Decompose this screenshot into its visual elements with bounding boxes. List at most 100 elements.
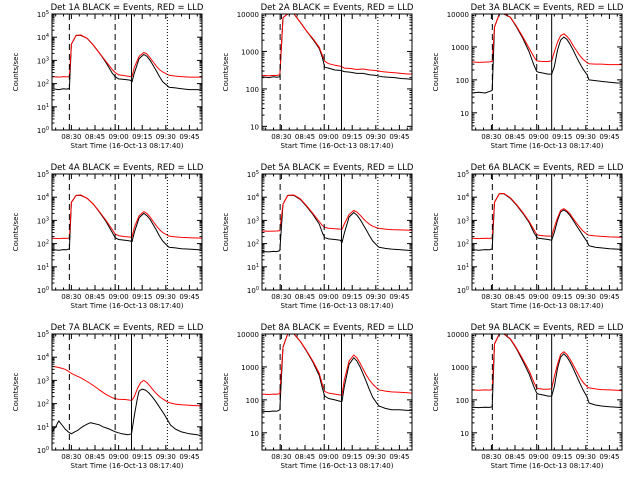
x-tick-label: 09:45 [179,133,199,141]
chart-panel-1: Det 1A BLACK = Events, RED = LLD 08:30 08:… [12,3,204,150]
series-line-events [262,334,412,413]
plot-frame [261,333,413,451]
series-line-events [52,388,202,437]
x-tick-label: 09:30 [156,453,176,461]
y-tick-label: 100 [246,86,259,94]
chart-title: Det 1A BLACK = Events, RED = LLD [51,3,204,13]
x-tick-label: 08:45 [505,293,525,301]
x-tick-label: 09:45 [599,133,619,141]
x-tick-label: 09:30 [156,133,176,141]
y-axis-title: Counts/sec [222,53,230,92]
y-tick-label: 104 [37,353,49,362]
y-tick-label: 103 [37,56,49,65]
y-tick-label: 105 [37,170,49,179]
chart-panel-3: Det 3A BLACK = Events, RED = LLD 08:30 08:… [432,3,624,150]
y-tick-label: 10 [250,430,259,438]
y-tick-label: 100 [37,286,49,295]
y-tick-label: 102 [247,240,259,249]
x-tick-label: 09:00 [109,133,129,141]
chart-panel-5: Det 5A BLACK = Events, RED = LLD 08:30 08:… [222,163,414,310]
y-tick-label: 10000 [447,331,469,339]
y-tick-label: 10 [250,123,259,131]
y-tick-label: 100 [37,126,49,135]
y-tick-label: 1000 [451,44,469,52]
x-tick-label: 09:15 [132,453,152,461]
y-tick-label: 10000 [237,11,259,19]
series-line-lld [262,14,412,77]
y-axis-title: Counts/sec [222,213,230,252]
x-tick-label: 08:30 [271,133,291,141]
series-line-lld [52,365,202,407]
y-axis-title: Counts/sec [12,373,20,412]
x-tick-label: 09:15 [552,453,572,461]
y-tick-label: 105 [37,10,49,19]
chart-title: Det 5A BLACK = Events, RED = LLD [261,163,414,173]
x-tick-label: 09:00 [109,453,129,461]
y-tick-label: 10 [460,110,469,118]
x-tick-label: 09:15 [342,453,362,461]
y-tick-label: 104 [457,193,469,202]
x-tick-label: 09:15 [342,293,362,301]
x-tick-label: 09:30 [366,133,386,141]
plot-frame [51,173,203,291]
x-tick-label: 09:00 [319,133,339,141]
x-tick-label: 08:45 [295,133,315,141]
series-line-lld [472,193,622,240]
plot-frame [471,333,623,451]
plot-frame [471,173,623,291]
x-tick-label: 09:30 [576,453,596,461]
y-tick-label: 100 [456,397,469,405]
x-tick-label: 09:30 [576,293,596,301]
y-tick-label: 104 [247,193,259,202]
x-tick-label: 09:45 [389,293,409,301]
series-line-events [52,194,202,251]
x-tick-label: 08:45 [85,293,105,301]
y-tick-label: 1000 [241,364,259,372]
x-tick-label: 08:30 [271,293,291,301]
chart-title: Det 2A BLACK = Events, RED = LLD [261,3,414,13]
series-line-events [262,14,412,80]
plot-frame [471,13,623,131]
chart-title: Det 7A BLACK = Events, RED = LLD [51,323,204,333]
y-tick-label: 103 [457,216,469,225]
chart-panel-4: Det 4A BLACK = Events, RED = LLD 08:30 08:… [12,163,204,310]
y-tick-label: 103 [37,216,49,225]
chart-panel-2: Det 2A BLACK = Events, RED = LLD 08:30 08:… [222,3,414,150]
y-axis-title: Counts/sec [222,373,230,412]
series-line-events [262,194,412,253]
x-tick-label: 09:00 [109,293,129,301]
x-axis-title: Start Time (16-Oct-13 08:17:40) [71,462,184,470]
plot-frame [261,13,413,131]
y-tick-label: 102 [37,240,49,249]
x-axis-title: Start Time (16-Oct-13 08:17:40) [71,142,184,150]
y-axis-title: Counts/sec [12,53,20,92]
x-tick-label: 08:45 [295,293,315,301]
x-tick-label: 09:45 [389,453,409,461]
series-line-lld [52,194,202,240]
y-axis-title: Counts/sec [432,213,440,252]
plot-frame [51,13,203,131]
series-line-events [52,34,202,91]
y-axis-title: Counts/sec [12,213,20,252]
y-axis-title: Counts/sec [432,373,440,412]
y-tick-label: 103 [37,376,49,385]
chart-title: Det 6A BLACK = Events, RED = LLD [471,163,624,173]
chart-title: Det 8A BLACK = Events, RED = LLD [261,323,414,333]
y-tick-label: 101 [457,263,469,272]
x-tick-label: 08:45 [295,453,315,461]
x-tick-label: 09:00 [319,453,339,461]
x-tick-label: 09:15 [132,133,152,141]
x-axis-title: Start Time (16-Oct-13 08:17:40) [491,462,604,470]
y-tick-label: 100 [37,446,49,455]
x-tick-label: 09:00 [529,293,549,301]
x-axis-title: Start Time (16-Oct-13 08:17:40) [281,142,394,150]
x-tick-label: 08:45 [505,453,525,461]
plot-frame [51,333,203,451]
y-tick-label: 101 [37,423,49,432]
plot-frame [261,173,413,291]
y-tick-label: 1000 [241,48,259,56]
x-tick-label: 09:30 [576,133,596,141]
x-tick-label: 09:45 [599,293,619,301]
chart-panel-8: Det 8A BLACK = Events, RED = LLD 08:30 08:… [222,323,414,470]
